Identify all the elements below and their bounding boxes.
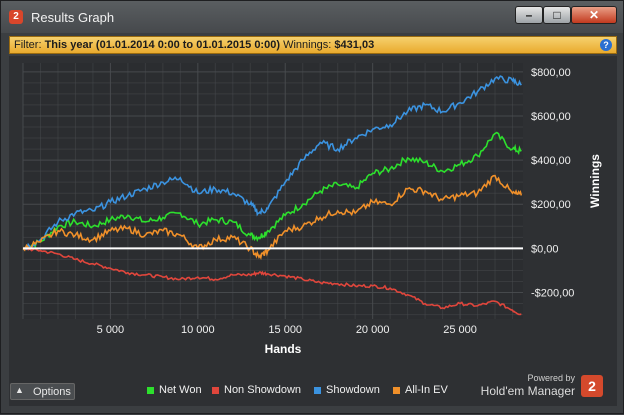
x-axis-label: Hands: [265, 342, 302, 356]
legend-swatch: [393, 386, 400, 394]
filter-label: Filter:: [14, 39, 42, 51]
legend-label: Showdown: [326, 384, 380, 396]
y-tick-label: -$200,00: [531, 288, 574, 300]
series-line-showdown: [22, 75, 522, 251]
options-label: Options: [33, 386, 71, 398]
x-tick-label: 15 000: [268, 324, 302, 336]
legend-item-showdown[interactable]: Showdown: [314, 384, 380, 396]
options-button[interactable]: ▲ Options: [10, 383, 75, 400]
legend-item-net-won[interactable]: Net Won: [147, 384, 202, 396]
legend-item-all-in-ev[interactable]: All-In EV: [393, 384, 448, 396]
winnings-value: $431,03: [334, 39, 375, 51]
series-line-non-showdown: [22, 246, 522, 316]
title-bar[interactable]: 2 Results Graph – □ ✕: [1, 1, 623, 33]
legend-label: Non Showdown: [224, 384, 302, 396]
legend-swatch: [147, 386, 154, 394]
chevron-up-icon: ▲: [15, 385, 24, 395]
y-tick-label: $0,00: [531, 243, 559, 255]
x-tick-label: 25 000: [443, 324, 477, 336]
minimize-icon: –: [525, 8, 533, 22]
legend-label: All-In EV: [405, 384, 448, 396]
legend-item-non-showdown[interactable]: Non Showdown: [212, 384, 301, 396]
close-button[interactable]: ✕: [571, 6, 617, 24]
y-tick-label: $600,00: [531, 111, 571, 123]
filter-value: This year (01.01.2014 0:00 to 01.01.2015…: [44, 39, 280, 51]
hm2-badge-icon: 2: [581, 375, 603, 397]
legend-label: Net Won: [159, 384, 202, 396]
y-tick-label: $200,00: [531, 199, 571, 211]
filter-bar[interactable]: Filter: This year (01.01.2014 0:00 to 01…: [9, 36, 617, 54]
y-axis-label: Winnings: [588, 154, 602, 208]
legend-swatch: [314, 386, 321, 394]
brand-name: Hold'em Manager: [480, 384, 575, 398]
filter-text: Filter: This year (01.01.2014 0:00 to 01…: [14, 39, 374, 51]
series-line-net-won: [22, 131, 522, 251]
x-tick-label: 5 000: [97, 324, 125, 336]
maximize-button[interactable]: □: [543, 6, 571, 24]
help-icon[interactable]: ?: [600, 39, 612, 51]
y-tick-label: $800,00: [531, 67, 571, 79]
maximize-icon: □: [553, 8, 561, 22]
y-tick-label: $400,00: [531, 155, 571, 167]
winnings-label: Winnings:: [283, 39, 332, 51]
minimize-button[interactable]: –: [515, 6, 543, 24]
brand-logo: Powered by Hold'em Manager 2: [475, 371, 605, 401]
x-tick-label: 20 000: [356, 324, 390, 336]
x-tick-label: 10 000: [181, 324, 215, 336]
close-icon: ✕: [588, 8, 600, 22]
legend-swatch: [212, 386, 219, 394]
plot-background: [23, 63, 523, 319]
series-line-all-in-ev: [22, 174, 523, 261]
powered-by-text: Powered by: [527, 373, 575, 383]
window-title: Results Graph: [31, 10, 115, 25]
app-logo-icon: 2: [9, 10, 23, 24]
